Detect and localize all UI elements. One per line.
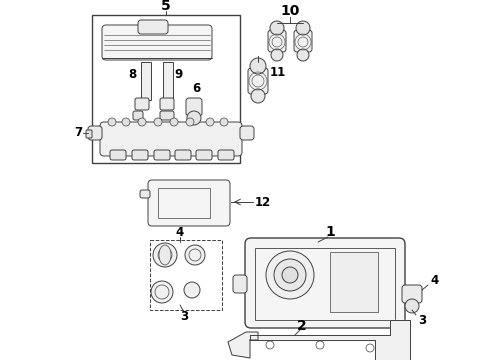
FancyBboxPatch shape — [140, 190, 150, 198]
Bar — [330, 252, 378, 312]
FancyBboxPatch shape — [245, 238, 405, 328]
FancyBboxPatch shape — [154, 150, 170, 160]
Circle shape — [170, 118, 178, 126]
Text: 2: 2 — [297, 319, 307, 333]
Circle shape — [271, 49, 283, 61]
Circle shape — [297, 49, 309, 61]
Circle shape — [206, 118, 214, 126]
FancyBboxPatch shape — [294, 30, 312, 52]
Circle shape — [250, 58, 266, 74]
Circle shape — [184, 282, 200, 298]
Polygon shape — [228, 332, 258, 358]
Circle shape — [108, 118, 116, 126]
FancyBboxPatch shape — [138, 20, 168, 34]
Bar — [163, 62, 173, 100]
FancyBboxPatch shape — [218, 150, 234, 160]
FancyBboxPatch shape — [110, 150, 126, 160]
FancyBboxPatch shape — [160, 98, 174, 110]
Text: 3: 3 — [180, 310, 188, 323]
Text: 5: 5 — [161, 0, 171, 13]
FancyBboxPatch shape — [240, 126, 254, 140]
Circle shape — [274, 259, 306, 291]
FancyBboxPatch shape — [88, 126, 102, 140]
Circle shape — [251, 89, 265, 103]
Bar — [141, 62, 151, 100]
FancyBboxPatch shape — [268, 30, 286, 52]
FancyBboxPatch shape — [135, 98, 149, 110]
Text: 8: 8 — [128, 68, 136, 81]
Text: 4: 4 — [430, 274, 438, 287]
FancyBboxPatch shape — [133, 111, 143, 120]
FancyBboxPatch shape — [186, 98, 202, 116]
FancyBboxPatch shape — [86, 130, 92, 138]
Text: 3: 3 — [418, 314, 426, 327]
Circle shape — [185, 245, 205, 265]
FancyBboxPatch shape — [132, 150, 148, 160]
Bar — [150, 240, 222, 310]
Circle shape — [154, 118, 162, 126]
Circle shape — [282, 267, 298, 283]
Circle shape — [316, 341, 324, 349]
Bar — [92, 15, 240, 163]
FancyBboxPatch shape — [175, 150, 191, 160]
Text: 11: 11 — [270, 66, 286, 78]
Circle shape — [270, 21, 284, 35]
FancyBboxPatch shape — [248, 68, 268, 94]
Circle shape — [366, 344, 374, 352]
Circle shape — [220, 118, 228, 126]
Circle shape — [138, 118, 146, 126]
Bar — [255, 248, 395, 320]
Circle shape — [122, 118, 130, 126]
Text: 12: 12 — [255, 195, 271, 208]
Polygon shape — [250, 320, 410, 360]
Circle shape — [151, 281, 173, 303]
FancyBboxPatch shape — [160, 111, 174, 120]
Text: 10: 10 — [280, 4, 300, 18]
Circle shape — [187, 111, 201, 125]
Circle shape — [266, 251, 314, 299]
Ellipse shape — [159, 245, 171, 265]
FancyBboxPatch shape — [102, 25, 212, 60]
Circle shape — [186, 118, 194, 126]
Text: 4: 4 — [176, 226, 184, 239]
Text: 7: 7 — [74, 126, 82, 139]
Text: 9: 9 — [174, 68, 182, 81]
Circle shape — [266, 341, 274, 349]
FancyBboxPatch shape — [233, 275, 247, 293]
Circle shape — [153, 243, 177, 267]
FancyBboxPatch shape — [196, 150, 212, 160]
Text: 6: 6 — [192, 81, 200, 94]
FancyBboxPatch shape — [148, 180, 230, 226]
FancyBboxPatch shape — [100, 122, 242, 156]
Circle shape — [296, 21, 310, 35]
Bar — [158, 188, 210, 218]
Circle shape — [405, 299, 419, 313]
Text: 1: 1 — [325, 225, 335, 239]
FancyBboxPatch shape — [402, 285, 422, 303]
